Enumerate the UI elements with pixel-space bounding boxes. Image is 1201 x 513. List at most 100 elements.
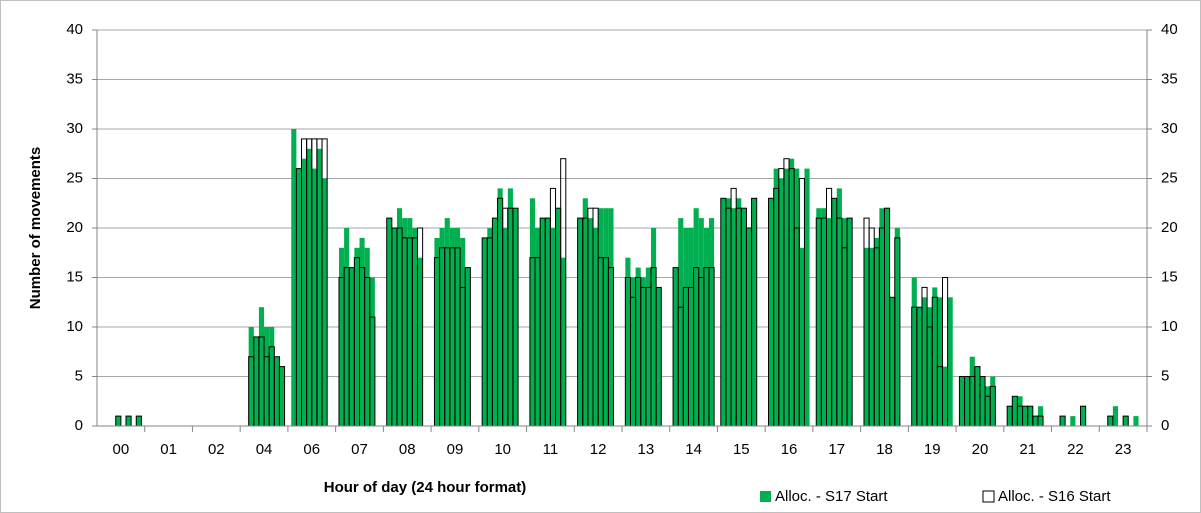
bar bbox=[974, 366, 980, 426]
bar bbox=[932, 287, 938, 426]
bar bbox=[555, 208, 561, 426]
x-tick-label: 17 bbox=[828, 441, 845, 458]
bar bbox=[439, 228, 445, 426]
bar bbox=[1123, 416, 1129, 426]
y-tick-label: 10 bbox=[66, 318, 83, 335]
bar bbox=[1080, 406, 1086, 426]
bar bbox=[545, 218, 551, 426]
bar bbox=[577, 218, 583, 426]
legend-swatch bbox=[982, 490, 995, 503]
bar bbox=[391, 228, 397, 426]
y-tick-label: 40 bbox=[66, 21, 83, 38]
bar bbox=[847, 218, 853, 426]
bar bbox=[656, 287, 662, 426]
y-tick-label: 0 bbox=[75, 417, 83, 434]
bar bbox=[778, 178, 784, 426]
bar bbox=[985, 386, 991, 426]
y-tick-label: 35 bbox=[66, 70, 83, 87]
bar bbox=[894, 228, 900, 426]
bar bbox=[1070, 416, 1076, 426]
bar bbox=[311, 168, 317, 426]
bar bbox=[529, 198, 536, 426]
bar bbox=[274, 356, 280, 426]
bar bbox=[751, 198, 757, 426]
bar bbox=[947, 297, 953, 426]
x-tick-label: 09 bbox=[447, 441, 464, 458]
x-tick-label: 19 bbox=[924, 441, 941, 458]
x-tick-label: 20 bbox=[972, 441, 989, 458]
bar bbox=[603, 208, 609, 426]
bar bbox=[482, 237, 488, 426]
bar bbox=[869, 247, 875, 426]
bar bbox=[964, 376, 970, 426]
bar bbox=[969, 356, 975, 426]
bar bbox=[799, 247, 805, 426]
y-tick-label: 5 bbox=[75, 367, 83, 384]
bar bbox=[248, 327, 254, 426]
bar bbox=[349, 267, 355, 426]
bar bbox=[821, 208, 827, 426]
bar bbox=[1060, 416, 1066, 426]
bar bbox=[678, 218, 684, 426]
legend-label: Alloc. - S16 Start bbox=[998, 488, 1111, 505]
legend-swatch bbox=[760, 491, 771, 502]
bar bbox=[645, 267, 651, 426]
bar bbox=[937, 297, 943, 426]
bar bbox=[253, 336, 259, 426]
bar bbox=[306, 148, 312, 427]
bar bbox=[640, 277, 646, 426]
bar bbox=[593, 228, 599, 426]
bar bbox=[804, 168, 810, 426]
x-tick-label: 04 bbox=[256, 441, 273, 458]
x-tick-label: 14 bbox=[685, 441, 702, 458]
x-axis-title: Hour of day (24 hour format) bbox=[324, 479, 527, 496]
bar bbox=[688, 228, 694, 426]
bar bbox=[465, 267, 471, 426]
bar bbox=[635, 267, 641, 426]
y-tick-label: 15 bbox=[66, 268, 83, 285]
bar bbox=[359, 237, 365, 426]
bar bbox=[673, 267, 679, 426]
bar bbox=[497, 188, 503, 426]
bar bbox=[264, 327, 270, 426]
bar bbox=[693, 208, 699, 426]
bar bbox=[741, 208, 747, 426]
bar bbox=[279, 366, 285, 426]
bar bbox=[836, 188, 842, 426]
bar bbox=[535, 228, 541, 426]
bar bbox=[783, 168, 790, 426]
bar bbox=[879, 208, 885, 426]
bar bbox=[402, 218, 408, 426]
bar bbox=[874, 237, 880, 426]
bar bbox=[720, 198, 726, 426]
bar bbox=[625, 257, 631, 426]
bar bbox=[291, 129, 297, 426]
x-tick-label: 23 bbox=[1115, 441, 1132, 458]
bar bbox=[582, 198, 588, 426]
bar bbox=[1017, 396, 1023, 426]
bar bbox=[492, 218, 498, 426]
bar bbox=[942, 366, 948, 426]
x-tick-label: 21 bbox=[1019, 441, 1036, 458]
bar bbox=[507, 188, 513, 426]
bar bbox=[258, 307, 265, 426]
y2-tick-label: 10 bbox=[1161, 318, 1178, 335]
bar bbox=[1133, 416, 1139, 426]
bar bbox=[1107, 416, 1113, 426]
bar bbox=[884, 208, 890, 426]
bar bbox=[794, 168, 800, 426]
bar bbox=[540, 218, 546, 426]
bar bbox=[136, 416, 142, 426]
bar bbox=[301, 158, 307, 426]
bar bbox=[269, 327, 275, 426]
x-tick-label: 12 bbox=[590, 441, 607, 458]
y2-tick-label: 25 bbox=[1161, 169, 1178, 186]
bar bbox=[746, 228, 752, 426]
bar bbox=[889, 297, 895, 426]
bar bbox=[1027, 406, 1033, 426]
bar bbox=[296, 168, 302, 426]
bar bbox=[863, 247, 870, 426]
bar bbox=[683, 228, 689, 426]
bar bbox=[454, 228, 461, 426]
legend-label: Alloc. - S17 Start bbox=[775, 488, 888, 505]
